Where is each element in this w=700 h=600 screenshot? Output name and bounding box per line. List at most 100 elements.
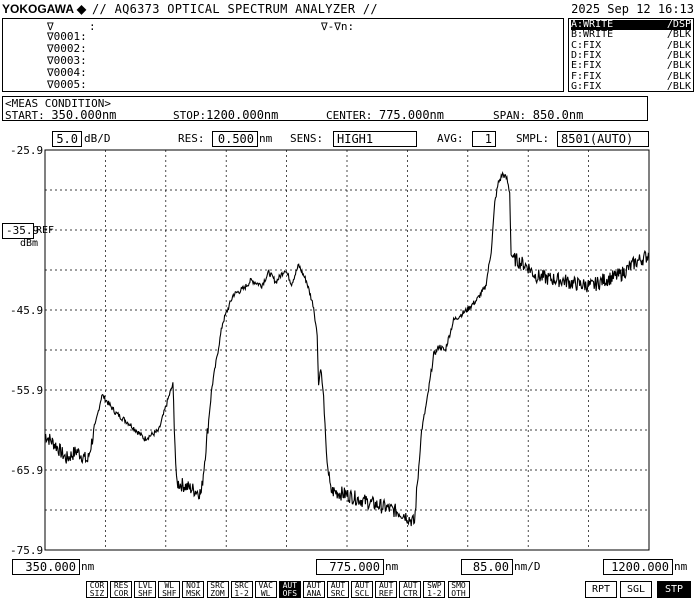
trace-state: A:WRITE xyxy=(571,19,614,30)
marker-colon: : xyxy=(89,20,96,33)
date-time: 2025 Sep 12 16:13 xyxy=(571,2,694,16)
avg-label: AVG: xyxy=(437,132,464,145)
softkey-button[interactable]: AUT CTR xyxy=(399,581,422,598)
softkey-button[interactable]: COR SIZ xyxy=(86,581,108,598)
div-unit-label: nm/D xyxy=(514,560,541,573)
trace-row[interactable]: F:FIX/BLK xyxy=(571,70,691,82)
marker-panel: ∇ : ∇-∇n: ∇0001: ∇0002: ∇0003: ∇0004: ∇0005: xyxy=(2,18,564,92)
trace-row[interactable]: A:WRITE/DSP xyxy=(571,20,691,30)
softkey-label-bottom: ANA xyxy=(306,588,322,598)
res-value-field[interactable]: 0.500 xyxy=(212,131,258,147)
yokogawa-logo: YOKOGAWA ◆ xyxy=(2,2,87,16)
x-unit-label: nm xyxy=(385,560,399,573)
softkey-label-top: AUT xyxy=(306,581,322,590)
trace-mode: /DSP xyxy=(666,19,691,30)
softkey-label-bottom: CTR xyxy=(403,588,418,598)
trace-state: G:FIX xyxy=(571,80,602,92)
stop-wavelength: STOP:1200.000nm xyxy=(173,108,279,122)
res-unit: nm xyxy=(259,132,273,145)
softkey-label-top: AUT xyxy=(403,581,418,590)
trace-state: C:FIX xyxy=(571,39,602,51)
marker-row: ∇0001: xyxy=(47,30,87,43)
y-tick-label: -45.9 xyxy=(10,304,44,317)
center-wl-field[interactable]: 775.000 xyxy=(316,559,384,575)
softkey-label-top: AUT xyxy=(330,581,346,590)
softkey-label-top: NOI xyxy=(186,581,201,590)
trace-row[interactable]: E:FIX/BLK xyxy=(571,61,691,71)
trace-state: B:WRITE xyxy=(571,29,614,41)
x-unit-label: nm xyxy=(81,560,95,573)
softkey-button[interactable]: RES COR xyxy=(110,581,133,598)
softkey-button[interactable]: WL SHF xyxy=(158,581,181,598)
y-tick-label: -75.9 xyxy=(10,544,44,557)
scale-unit: dB/D xyxy=(84,132,111,145)
y-tick-label: -65.9 xyxy=(10,464,44,477)
trace-row[interactable]: B:WRITE/BLK xyxy=(571,30,691,40)
softkey-button[interactable]: AUT SRC xyxy=(327,581,349,598)
softkey-label-bottom: 1-2 xyxy=(234,588,249,598)
plot-frame xyxy=(44,149,650,551)
smpl-value-field[interactable]: 8501(AUTO) xyxy=(557,131,649,147)
trace-state: F:FIX xyxy=(571,70,602,82)
meas-heading: <MEAS CONDITION> xyxy=(5,97,111,110)
trace-state: D:FIX xyxy=(571,49,602,61)
span-wavelength: SPAN: 850.0nm xyxy=(493,108,584,122)
span-div-field[interactable]: 85.00 xyxy=(461,559,513,575)
trace-mode: /BLK xyxy=(666,39,691,51)
softkey-button[interactable]: VAC WL xyxy=(254,581,277,598)
softkey-button[interactable]: SRC ZOM xyxy=(206,581,229,598)
sweep-rpt-button[interactable]: RPT xyxy=(585,581,617,598)
softkey-button[interactable]: AUT SCL xyxy=(351,581,374,598)
softkey-label-top: AUT xyxy=(354,581,370,590)
softkey-label-bottom: WL xyxy=(260,588,271,598)
trace-row[interactable]: G:FIX/BLK xyxy=(571,80,691,92)
ref-level-field[interactable]: -35.9 xyxy=(2,223,39,239)
softkey-label-top: AUT xyxy=(378,581,394,590)
sweep-sgl-button[interactable]: SGL xyxy=(620,581,652,598)
trace-mode: /BLK xyxy=(666,80,691,92)
softkey-label-bottom: SHF xyxy=(162,588,177,598)
softkey-label-bottom: OTH xyxy=(451,588,466,598)
x-unit-label: nm xyxy=(674,560,688,573)
trace-mode: /BLK xyxy=(666,29,691,41)
scale-value-field[interactable]: 5.0 xyxy=(52,131,82,147)
softkey-button[interactable]: AUT OFS xyxy=(278,581,301,598)
trace-mode: /BLK xyxy=(666,70,691,82)
softkey-button[interactable]: SRC 1-2 xyxy=(230,581,253,598)
trace-row[interactable]: C:FIX/BLK xyxy=(571,39,691,51)
marker-row: ∇0003: xyxy=(47,54,87,67)
softkey-label-bottom: SRC xyxy=(330,588,346,598)
sens-label: SENS: xyxy=(290,132,324,145)
start-wl-field[interactable]: 350.000 xyxy=(12,559,80,575)
sens-value-field[interactable]: HIGH1 xyxy=(333,131,417,147)
sweep-stp-button[interactable]: STP xyxy=(657,581,691,598)
softkey-button[interactable]: NOI MSK xyxy=(182,581,205,598)
stop-wl-field[interactable]: 1200.000 xyxy=(603,559,673,575)
center-wavelength: CENTER: 775.000nm xyxy=(326,108,445,122)
softkey-button[interactable]: SMO OTH xyxy=(447,581,470,598)
smpl-label: SMPL: xyxy=(516,132,550,145)
softkey-label-bottom: COR xyxy=(113,588,129,598)
trace-state: E:FIX xyxy=(571,60,602,72)
softkey-label-bottom: SCL xyxy=(354,588,370,598)
softkey-button[interactable]: AUT ANA xyxy=(302,581,325,598)
marker-row: ∇0005: xyxy=(47,78,87,91)
softkey-label-bottom: REF xyxy=(378,588,394,598)
marker-symbol: ∇ xyxy=(47,20,54,33)
softkey-label-top: SWP xyxy=(427,581,442,590)
y-tick-label: -55.9 xyxy=(10,384,44,397)
softkey-label-bottom: OFS xyxy=(282,588,298,598)
delta-marker-label: ∇-∇n: xyxy=(321,20,355,33)
softkey-label-bottom: ZOM xyxy=(210,588,225,598)
softkey-label-top: SRC xyxy=(234,581,249,590)
avg-value-field[interactable]: 1 xyxy=(472,131,496,147)
softkey-button[interactable]: LVL SHF xyxy=(134,581,157,598)
softkey-label-top: SRC xyxy=(210,581,225,590)
softkey-label-bottom: 1-2 xyxy=(427,588,442,598)
res-label: RES: xyxy=(178,132,205,145)
trace-row[interactable]: D:FIX/BLK xyxy=(571,49,691,61)
softkey-label-top: AUT xyxy=(282,581,298,590)
softkey-button[interactable]: AUT REF xyxy=(375,581,398,598)
softkey-button[interactable]: SWP 1-2 xyxy=(423,581,446,598)
